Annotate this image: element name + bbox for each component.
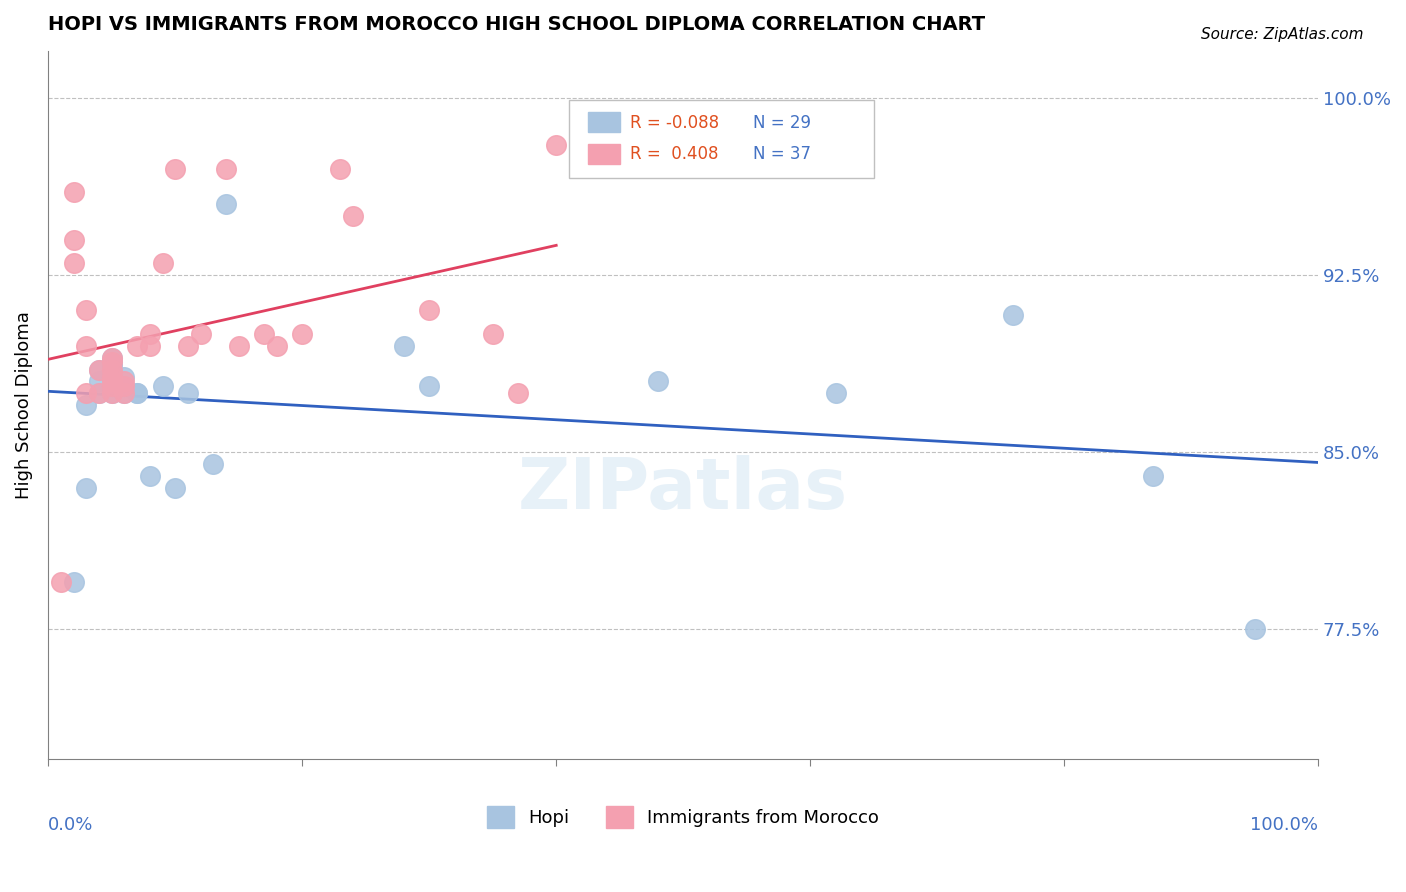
Point xyxy=(329,161,352,176)
Point xyxy=(202,457,225,471)
Point xyxy=(165,161,187,176)
Point xyxy=(87,362,110,376)
Point xyxy=(87,374,110,388)
Point xyxy=(481,327,503,342)
Point xyxy=(100,362,122,376)
Point xyxy=(62,574,84,589)
Point xyxy=(100,379,122,393)
Point xyxy=(139,468,162,483)
FancyBboxPatch shape xyxy=(569,101,873,178)
Point xyxy=(100,358,122,372)
Point xyxy=(1142,468,1164,483)
Point xyxy=(127,386,149,401)
Point xyxy=(87,386,110,401)
Point xyxy=(215,197,238,211)
Point xyxy=(62,233,84,247)
Point xyxy=(114,369,136,384)
Point xyxy=(100,386,122,401)
Point xyxy=(190,327,212,342)
Point xyxy=(100,351,122,365)
Point xyxy=(152,256,174,270)
Point xyxy=(75,386,97,401)
Legend: Hopi, Immigrants from Morocco: Hopi, Immigrants from Morocco xyxy=(479,798,887,835)
Point xyxy=(75,303,97,318)
Point xyxy=(114,386,136,401)
Point xyxy=(1243,622,1265,636)
FancyBboxPatch shape xyxy=(588,112,620,132)
FancyBboxPatch shape xyxy=(588,145,620,164)
Point xyxy=(114,379,136,393)
Text: N = 37: N = 37 xyxy=(754,145,811,163)
Point xyxy=(100,369,122,384)
Point xyxy=(228,339,250,353)
Point xyxy=(100,355,122,369)
Point xyxy=(546,138,568,153)
Point xyxy=(1002,308,1025,322)
Point xyxy=(114,379,136,393)
Text: Source: ZipAtlas.com: Source: ZipAtlas.com xyxy=(1201,27,1364,42)
Point xyxy=(100,355,122,369)
Point xyxy=(266,339,288,353)
Point xyxy=(139,339,162,353)
Point xyxy=(100,386,122,401)
Text: N = 29: N = 29 xyxy=(754,114,811,132)
Point xyxy=(62,186,84,200)
Point xyxy=(508,386,530,401)
Point xyxy=(49,574,72,589)
Point xyxy=(87,386,110,401)
Point xyxy=(114,386,136,401)
Point xyxy=(100,369,122,384)
Point xyxy=(392,339,415,353)
Point xyxy=(215,161,238,176)
Point xyxy=(418,303,440,318)
Point xyxy=(127,339,149,353)
Point xyxy=(87,362,110,376)
Point xyxy=(100,374,122,388)
Point xyxy=(75,398,97,412)
Point xyxy=(152,379,174,393)
Text: R =  0.408: R = 0.408 xyxy=(630,145,718,163)
Y-axis label: High School Diploma: High School Diploma xyxy=(15,311,32,499)
Point xyxy=(177,386,200,401)
Point xyxy=(647,374,669,388)
Point xyxy=(824,386,846,401)
Point xyxy=(62,256,84,270)
Text: HOPI VS IMMIGRANTS FROM MOROCCO HIGH SCHOOL DIPLOMA CORRELATION CHART: HOPI VS IMMIGRANTS FROM MOROCCO HIGH SCH… xyxy=(48,15,986,34)
Point xyxy=(75,339,97,353)
Point xyxy=(177,339,200,353)
Point xyxy=(100,351,122,365)
Point xyxy=(342,209,364,223)
Point xyxy=(139,327,162,342)
Point xyxy=(127,386,149,401)
Point xyxy=(114,374,136,388)
Point xyxy=(291,327,314,342)
Text: 100.0%: 100.0% xyxy=(1250,815,1319,834)
Text: R = -0.088: R = -0.088 xyxy=(630,114,718,132)
Point xyxy=(75,481,97,495)
Point xyxy=(418,379,440,393)
Point xyxy=(165,481,187,495)
Point xyxy=(253,327,276,342)
Text: 0.0%: 0.0% xyxy=(48,815,94,834)
Text: ZIPatlas: ZIPatlas xyxy=(519,456,848,524)
